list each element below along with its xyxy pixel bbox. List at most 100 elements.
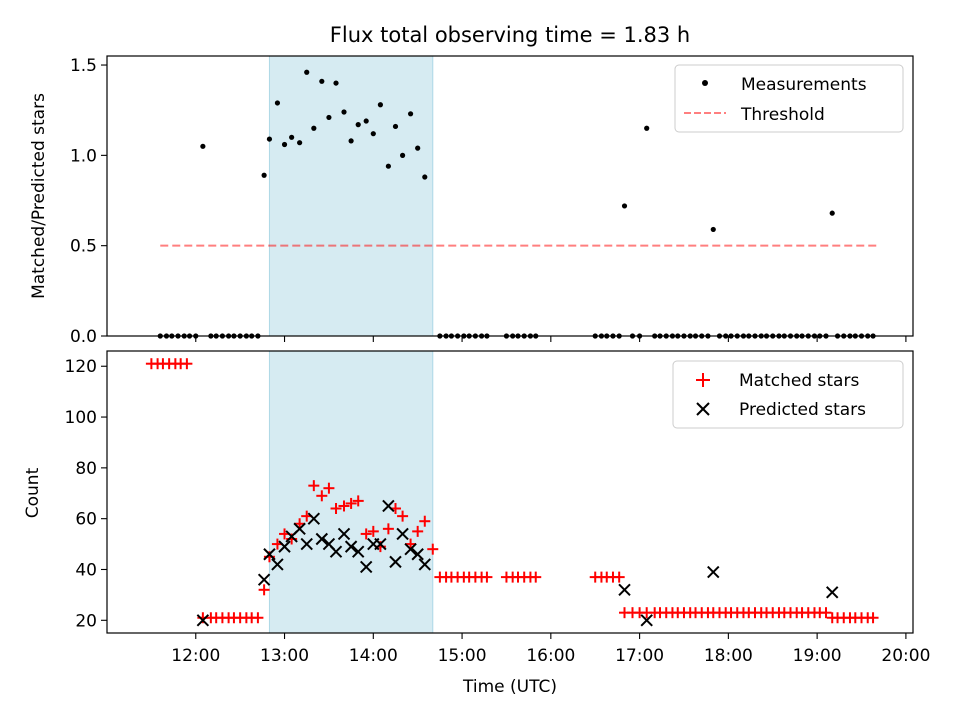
measurement-point [422,174,428,180]
predicted-stars-points [196,499,839,627]
predicted-star-stroke [396,527,409,541]
bottom-y-axis-label: Count [23,467,43,518]
x-tick-label: 18:00 [704,646,753,666]
matched-star-point [367,525,379,537]
highlight-span [268,350,434,634]
legend-predicted-label: Predicted stars [739,400,866,420]
predicted-star-point [315,532,329,546]
measurement-point [348,138,354,144]
top-highlight-span [268,55,434,337]
predicted-star-point [640,614,653,627]
measurement-point [266,136,273,142]
top-y-ticks: 0.0 0.5 1.0 1.5 [70,56,107,347]
legend-measurements-label: Measurements [741,75,867,95]
legend-predicted-marker [696,402,710,416]
bottom-x-ticks: 12:00 13:00 14:00 15:00 16:00 17:00 18:00 19:00… [171,633,930,666]
legend-measurements-marker [702,80,708,86]
measurement-point [385,163,391,169]
legend-matched-marker [696,373,710,387]
predicted-star-point [411,548,424,561]
x-tick-label: 16:00 [526,646,575,666]
matched-star-point [397,510,409,522]
y-tick-label: 0.5 [70,237,97,257]
bottom-axes-frame [106,350,914,634]
predicted-star-point [374,537,387,551]
legend-threshold-label: Threshold [740,105,825,125]
predicted-star-point [329,545,343,558]
highlight-span [268,55,434,337]
top-x-ticks [195,336,907,342]
predicted-star-stroke [293,522,306,536]
predicted-star-point [300,537,313,551]
matched-star-point [308,480,320,492]
matched-star-point [427,543,439,555]
predicted-star-stroke [707,565,720,579]
predicted-star-stroke [300,537,313,551]
predicted-star-stroke [278,540,291,553]
matched-star-point [316,490,328,502]
x-axis-label: Time (UTC) [462,677,557,697]
measurement-point [355,122,361,128]
measurement-point [319,78,325,84]
predicted-star-point [293,522,306,536]
predicted-star-point [359,560,373,574]
top-y-axis-label: Matched/Predicted stars [29,93,49,299]
predicted-star-stroke [329,545,343,558]
predicted-star-point [618,583,631,597]
measurement-point [311,125,317,131]
predicted-star-stroke [271,558,284,571]
predicted-star-point [344,540,358,553]
measurement-point [829,210,835,216]
measurement-point [363,118,369,124]
predicted-star-stroke [352,545,365,558]
measurement-point [407,111,414,117]
predicted-star-point [263,548,276,561]
measurement-point [392,123,399,130]
matched-star-point [352,495,364,507]
y-tick-label: 120 [65,357,97,377]
predicted-star-point [418,558,431,571]
measurement-point [281,141,288,148]
predicted-star-point [352,545,365,558]
measurement-point [200,143,206,149]
measurement-point [297,140,303,146]
predicted-star-point [707,565,720,579]
matched-star-point [294,518,306,530]
matched-star-point [360,528,372,540]
matched-star-point [412,525,424,537]
matched-star-point [820,607,832,619]
top-panel: 0.0 0.5 1.0 1.5 Matched/Predicted stars Mea… [29,55,914,347]
matched-star-point [405,538,417,550]
matched-star-point [338,500,350,512]
measurement-point [341,109,347,115]
matched-star-point [419,515,431,527]
predicted-star-point [826,586,839,599]
predicted-star-point [337,527,351,541]
measurement-point [621,203,628,209]
predicted-star-stroke [307,512,321,525]
top-legend: Measurements Threshold [674,64,904,133]
predicted-star-stroke [359,560,373,574]
predicted-star-stroke [404,542,417,556]
x-tick-label: 19:00 [793,646,842,666]
predicted-star-stroke [344,540,358,553]
predicted-star-stroke [322,537,336,551]
matched-star-point [613,571,625,583]
y-tick-label: 80 [75,459,97,479]
matched-star-point [323,482,335,494]
matched-star-point [345,497,357,509]
measurement-point [370,131,376,137]
x-tick-label: 20:00 [881,646,930,666]
predicted-star-stroke [640,614,653,627]
predicted-star-point [396,527,409,541]
x-tick-label: 17:00 [615,646,664,666]
predicted-star-stroke [411,548,424,561]
y-tick-label: 20 [75,611,97,631]
matched-star-point [181,358,193,370]
predicted-star-stroke [315,532,329,546]
y-tick-label: 1.5 [70,56,97,76]
matched-star-point [252,612,264,624]
chart-title: Flux total observing time = 1.83 h [330,23,690,47]
predicted-star-point [404,542,417,556]
